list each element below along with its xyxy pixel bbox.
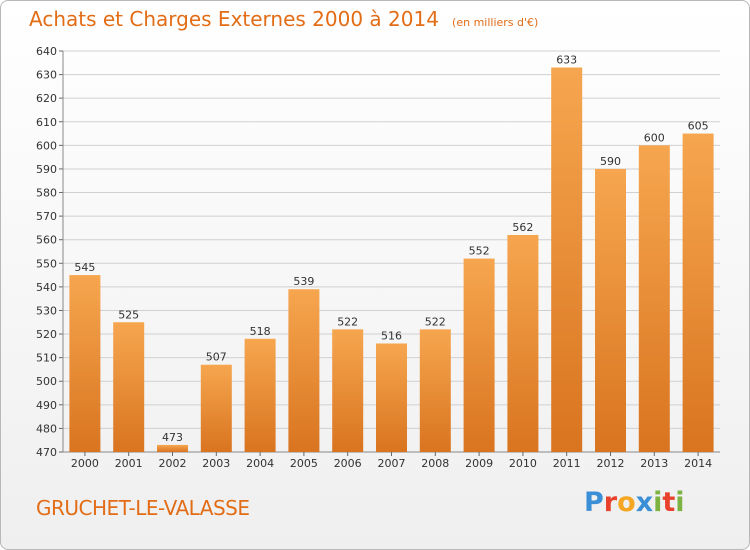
bar-2013[interactable] <box>638 145 670 452</box>
bar-2010[interactable] <box>507 234 539 452</box>
y-tick-label: 500 <box>36 375 57 388</box>
logo-letter: i <box>653 487 663 518</box>
bar-2007[interactable] <box>376 343 407 452</box>
x-tick-label: 2012 <box>597 457 625 470</box>
data-label-2005: 539 <box>293 275 314 288</box>
bar-2000[interactable] <box>69 275 101 452</box>
y-tick-label: 510 <box>36 352 57 365</box>
bar-2003[interactable] <box>200 364 232 452</box>
y-tick-label: 630 <box>36 69 57 82</box>
data-label-2014: 605 <box>688 120 709 133</box>
y-tick-label: 480 <box>36 422 57 435</box>
bar-2004[interactable] <box>244 338 276 452</box>
bar-2008[interactable] <box>419 329 451 452</box>
chart-title-block: Achats et Charges Externes 2000 à 2014 (… <box>29 7 538 31</box>
y-tick-label: 620 <box>36 92 57 105</box>
data-label-2000: 545 <box>74 261 95 274</box>
chart-subtitle: (en milliers d'€) <box>452 16 539 29</box>
data-label-2002: 473 <box>162 431 183 444</box>
y-tick-label: 550 <box>36 257 57 270</box>
y-tick-label: 470 <box>36 446 57 459</box>
x-tick-label: 2003 <box>202 457 230 470</box>
y-tick-label: 600 <box>36 139 57 152</box>
y-tick-label: 540 <box>36 281 57 294</box>
x-tick-label: 2011 <box>553 457 581 470</box>
y-tick-label: 520 <box>36 328 57 341</box>
y-tick-label: 570 <box>36 210 57 223</box>
y-tick-label: 490 <box>36 399 57 412</box>
y-tick-label: 560 <box>36 234 57 247</box>
logo-letter: r <box>603 487 618 518</box>
x-tick-label: 2013 <box>640 457 668 470</box>
bar-2005[interactable] <box>288 289 320 452</box>
x-tick-label: 2002 <box>159 457 187 470</box>
data-label-2010: 562 <box>512 221 533 234</box>
commune-name: GRUCHET-LE-VALASSE <box>36 496 250 520</box>
logo-letter: t <box>662 487 676 518</box>
logo-letter: x <box>635 487 654 518</box>
x-tick-label: 2010 <box>509 457 537 470</box>
x-tick-label: 2009 <box>465 457 493 470</box>
y-tick-label: 610 <box>36 116 57 129</box>
y-tick-label: 590 <box>36 163 57 176</box>
x-tick-label: 2005 <box>290 457 318 470</box>
data-label-2007: 516 <box>381 329 402 342</box>
data-label-2012: 590 <box>600 155 621 168</box>
y-tick-label: 530 <box>36 304 57 317</box>
chart-title: Achats et Charges Externes 2000 à 2014 <box>29 7 439 31</box>
logo-letter: o <box>617 487 636 518</box>
x-tick-label: 2014 <box>684 457 712 470</box>
data-label-2001: 525 <box>118 308 139 321</box>
x-tick-label: 2006 <box>334 457 362 470</box>
bar-2001[interactable] <box>113 322 145 452</box>
bar-2006[interactable] <box>332 329 364 452</box>
bar-2012[interactable] <box>595 168 626 453</box>
bar-2002[interactable] <box>157 444 188 452</box>
data-label-2003: 507 <box>206 351 227 364</box>
data-label-2011: 633 <box>556 54 577 67</box>
data-label-2008: 522 <box>425 315 446 328</box>
bars <box>69 67 714 453</box>
data-label-2013: 600 <box>644 131 665 144</box>
data-label-2009: 552 <box>469 245 490 258</box>
y-tick-label: 640 <box>36 45 57 58</box>
data-label-2006: 522 <box>337 315 358 328</box>
bar-2009[interactable] <box>463 258 495 452</box>
proxiti-logo[interactable]: Proxiti <box>584 487 685 518</box>
logo-letter: i <box>675 487 685 518</box>
data-label-2004: 518 <box>250 325 271 338</box>
x-tick-label: 2007 <box>378 457 406 470</box>
logo-letter: P <box>584 487 604 518</box>
x-tick-label: 2008 <box>421 457 449 470</box>
x-tick-label: 2004 <box>246 457 274 470</box>
x-tick-label: 2001 <box>115 457 143 470</box>
bar-2014[interactable] <box>682 133 714 452</box>
labels: 470 480 490 500 510 520 530 540 550 560 570 580 590 6… <box>36 45 712 470</box>
y-tick-label: 580 <box>36 187 57 200</box>
bar-2011[interactable] <box>551 67 583 452</box>
x-tick-label: 2000 <box>71 457 99 470</box>
